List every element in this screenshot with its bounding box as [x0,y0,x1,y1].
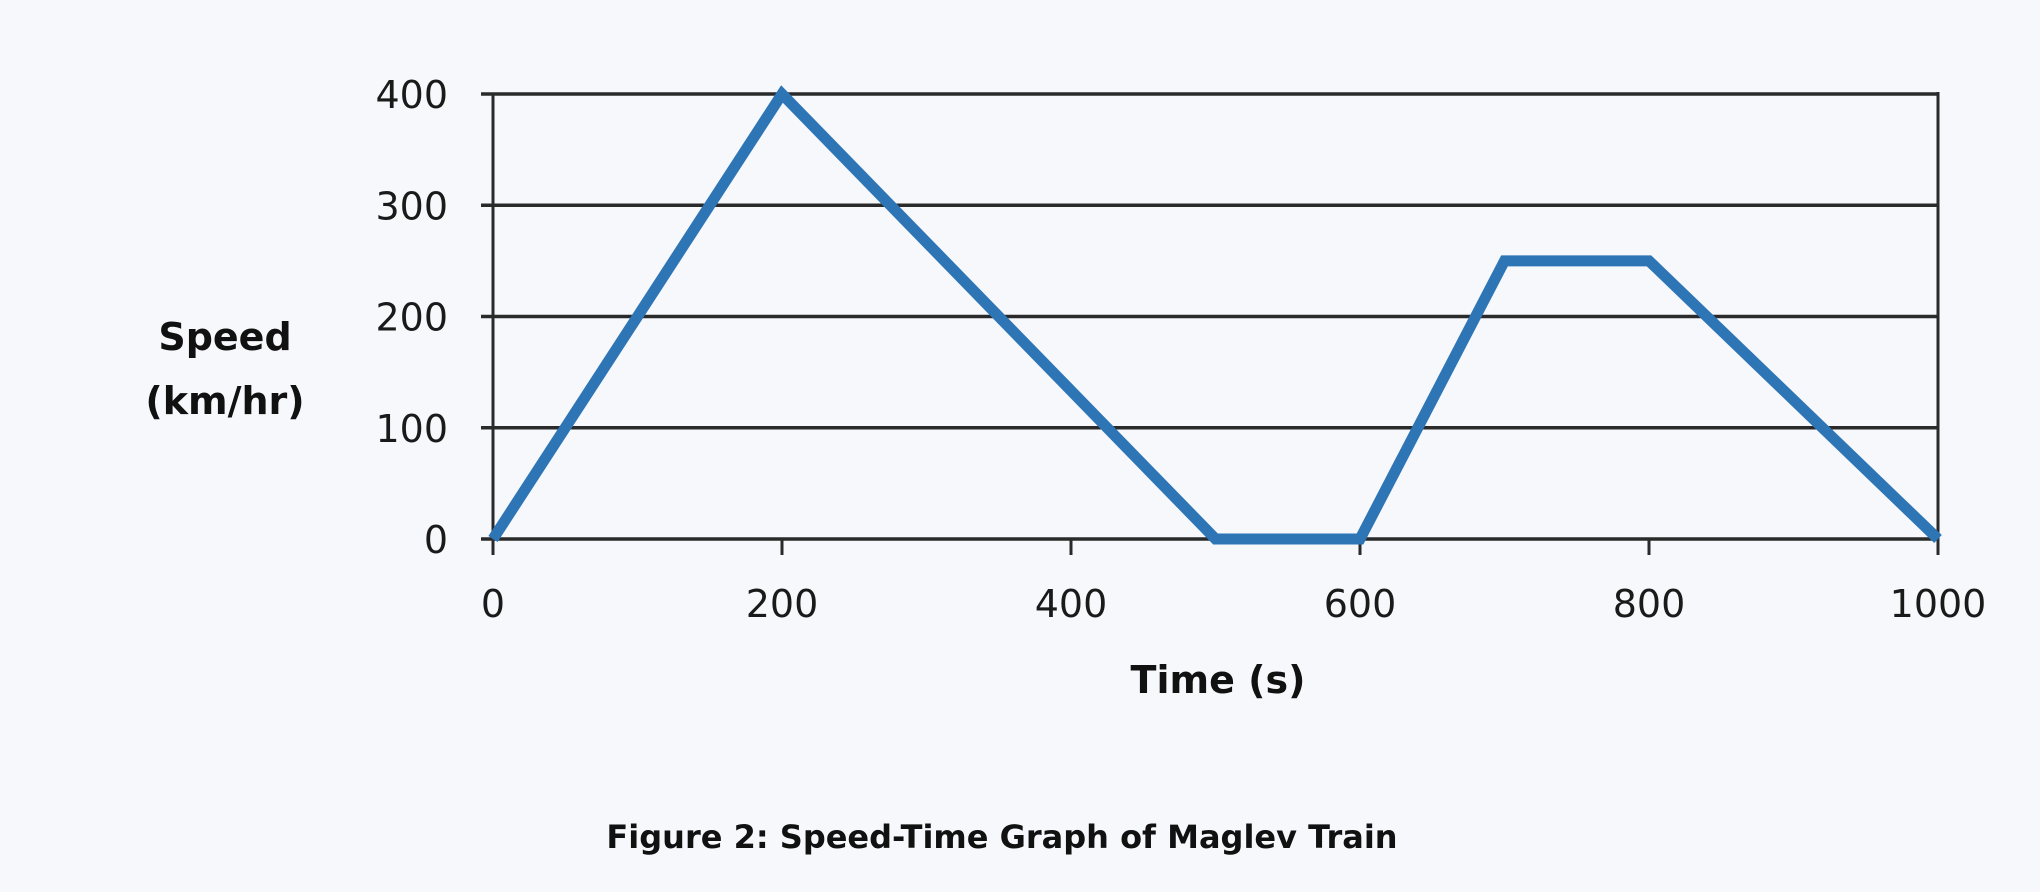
x-tick-label: 800 [1613,582,1686,626]
y-tick-label: 200 [375,296,448,340]
x-tick-label: 0 [481,582,505,626]
y-tick-label: 400 [375,73,448,117]
x-tick-labels: 0 200 400 600 800 1000 [481,582,1986,626]
x-tick-label: 400 [1035,582,1108,626]
figure-caption: Figure 2: Speed-Time Graph of Maglev Tra… [606,818,1397,856]
y-tick-label: 100 [375,407,448,451]
data-point [492,538,494,540]
y-axis-label-line-2: (km/hr) [145,379,304,423]
data-point [1648,260,1650,262]
data-point [1215,538,1216,540]
y-axis-label-line-1: Speed [158,315,291,359]
y-tick-labels: 0 100 200 300 400 [375,73,448,562]
y-tick-label: 300 [375,184,448,228]
x-tick-label: 1000 [1890,582,1987,626]
data-point [1359,538,1361,540]
data-point [1504,260,1505,262]
x-tick-label: 600 [1324,582,1397,626]
data-point [1937,538,1939,540]
gridlines [481,92,1938,541]
data-point [781,93,783,95]
x-tick-label: 200 [746,582,819,626]
series-group [488,85,1942,545]
y-tick-label: 0 [424,518,448,562]
x-axis-label: Time (s) [1131,658,1306,702]
